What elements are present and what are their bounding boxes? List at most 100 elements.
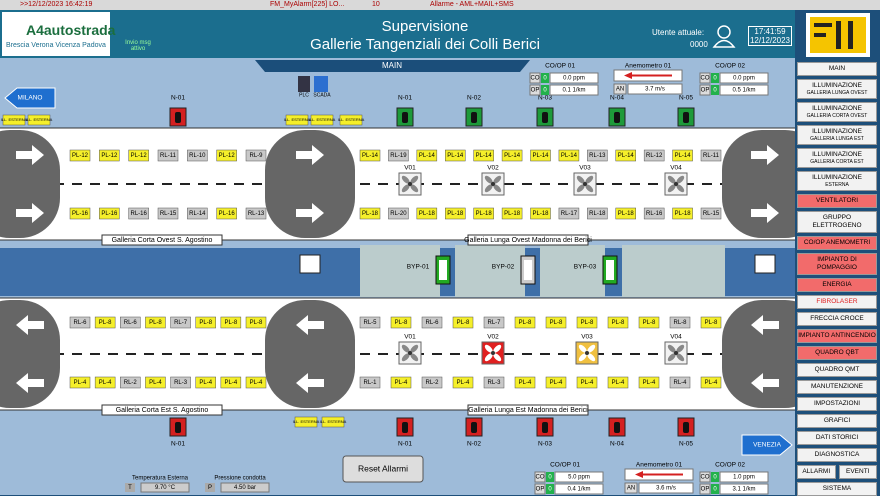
label: RL-7 — [174, 320, 188, 326]
ext-light — [27, 114, 51, 126]
label: RL-15 — [160, 211, 177, 217]
sensor-tag — [529, 72, 541, 84]
door-panel — [439, 260, 447, 280]
fan-blade — [667, 344, 676, 353]
menu-button[interactable]: FRECCIA CROCE — [797, 312, 877, 326]
sensor-value — [719, 72, 769, 84]
menu-button[interactable]: ILLUMINAZIONE GALLERIA CORTA EST — [797, 148, 877, 168]
light — [94, 376, 116, 389]
label: RL-18 — [589, 211, 606, 217]
menu-button[interactable]: MAIN — [797, 62, 877, 76]
menu-button[interactable]: IMPIANTO DI POMPAGGIO — [797, 253, 877, 275]
light — [170, 376, 191, 389]
label: N-05 — [679, 441, 693, 448]
plc-icon — [298, 76, 310, 92]
label: PL-4 — [225, 380, 238, 386]
label: PL-8 — [99, 320, 112, 326]
header: A4autostrada Brescia Verona Vicenza Pado… — [0, 10, 795, 58]
menu-label: IMPIANTO ANTINCENDIO — [798, 332, 876, 339]
menu-button[interactable]: ILLUMINAZIONE GALLERIA LUNGA EST — [797, 125, 877, 145]
door-panel — [524, 260, 532, 280]
menu: MAIN ILLUMINAZIONE GALLERIA LUNGA OVEST ILL… — [797, 62, 877, 496]
menu-label: VENTILATORI — [815, 197, 859, 204]
menu-button[interactable]: ILLUMINAZIONE GALLERIA CORTA OVEST — [797, 102, 877, 122]
menu-button[interactable]: DIAGNOSTICA — [797, 448, 877, 462]
menu-button[interactable]: VENTILATORI — [797, 194, 877, 208]
menu-button[interactable]: GRAFICI — [797, 414, 877, 428]
light — [545, 316, 567, 329]
label: OP — [701, 88, 710, 94]
light — [672, 149, 693, 162]
label: 9.70 °C — [155, 485, 176, 491]
light — [195, 376, 216, 389]
user-label: Utente attuale: — [652, 28, 705, 37]
arrow — [751, 145, 779, 165]
menu-button[interactable]: EVENTI — [838, 465, 877, 479]
sensor-status — [541, 85, 549, 95]
menu-button[interactable]: SISTEMA — [797, 482, 877, 496]
fan-blade — [401, 344, 410, 353]
direction-sign — [741, 434, 793, 456]
fan-blade — [667, 353, 676, 362]
light — [128, 207, 149, 220]
label: V04 — [670, 334, 682, 341]
sensor-value — [719, 483, 769, 495]
scada-icon — [314, 76, 328, 92]
sensor-value — [719, 84, 769, 96]
label: PL-18 — [504, 211, 521, 217]
label: PL-12 — [131, 153, 148, 159]
menu-button[interactable]: ILLUMINAZIONE ESTERNA — [797, 171, 877, 191]
menu-button[interactable]: ENERGIA — [797, 278, 877, 292]
door-panel — [606, 260, 614, 280]
light — [69, 316, 91, 329]
light — [576, 316, 598, 329]
sensor-tag — [613, 83, 627, 95]
light — [421, 376, 443, 389]
menu-label: ILLUMINAZIONE — [812, 174, 862, 181]
light — [558, 207, 580, 220]
menu-label: GRAFICI — [823, 417, 851, 424]
light — [157, 149, 179, 162]
menu-button[interactable]: QUADRO QMT — [797, 363, 877, 377]
menu-button[interactable]: QUADRO QBT — [797, 346, 877, 360]
label: PL-4 — [519, 380, 532, 386]
meter-tag — [205, 483, 215, 492]
label: 0 — [548, 487, 552, 493]
menu-button[interactable]: IMPOSTAZIONI — [797, 397, 877, 411]
menu-button[interactable]: CO/OP ANEMOMETRI — [797, 236, 877, 250]
menu-button[interactable]: ALLARMI — [797, 465, 836, 479]
label: Anemometro 01 — [625, 63, 672, 70]
meter-value — [220, 482, 270, 493]
reset-button[interactable] — [342, 455, 424, 483]
menu-button[interactable]: IMPIANTO ANTINCENDIO — [797, 329, 877, 343]
menu-label: ILLUMINAZIONE — [812, 105, 862, 112]
menu-button[interactable]: DATI STORICI — [797, 431, 877, 445]
ext-light — [339, 114, 363, 126]
light — [700, 376, 722, 389]
label: OP — [531, 88, 540, 94]
user-icon — [712, 25, 736, 48]
light — [576, 376, 598, 389]
light — [99, 207, 120, 220]
label: RL-8 — [673, 320, 687, 326]
menu-button[interactable]: FIBROLASER — [797, 295, 877, 309]
subtitle: Gallerie Tangenziali dei Colli Berici — [310, 36, 540, 53]
fan-blade — [676, 344, 685, 353]
extinguisher-body — [175, 112, 181, 123]
extinguisher-body — [175, 422, 181, 433]
light — [187, 149, 208, 162]
sensor-tag — [699, 84, 711, 96]
label: Pressione condotta — [214, 476, 266, 482]
arrow — [296, 373, 324, 393]
label: RL-13 — [589, 153, 606, 159]
menu-button[interactable]: ILLUMINAZIONE GALLERIA LUNGA OVEST — [797, 79, 877, 99]
light — [69, 376, 91, 389]
label: CO — [536, 475, 545, 481]
label: RL-19 — [390, 153, 407, 159]
fan-blade — [587, 353, 596, 362]
extinguisher-body — [471, 422, 477, 433]
menu-button[interactable]: GRUPPO ELETTROGENO — [797, 211, 877, 233]
fan-blade — [484, 184, 493, 193]
light — [170, 316, 191, 329]
menu-button[interactable]: MANUTENZIONE — [797, 380, 877, 394]
